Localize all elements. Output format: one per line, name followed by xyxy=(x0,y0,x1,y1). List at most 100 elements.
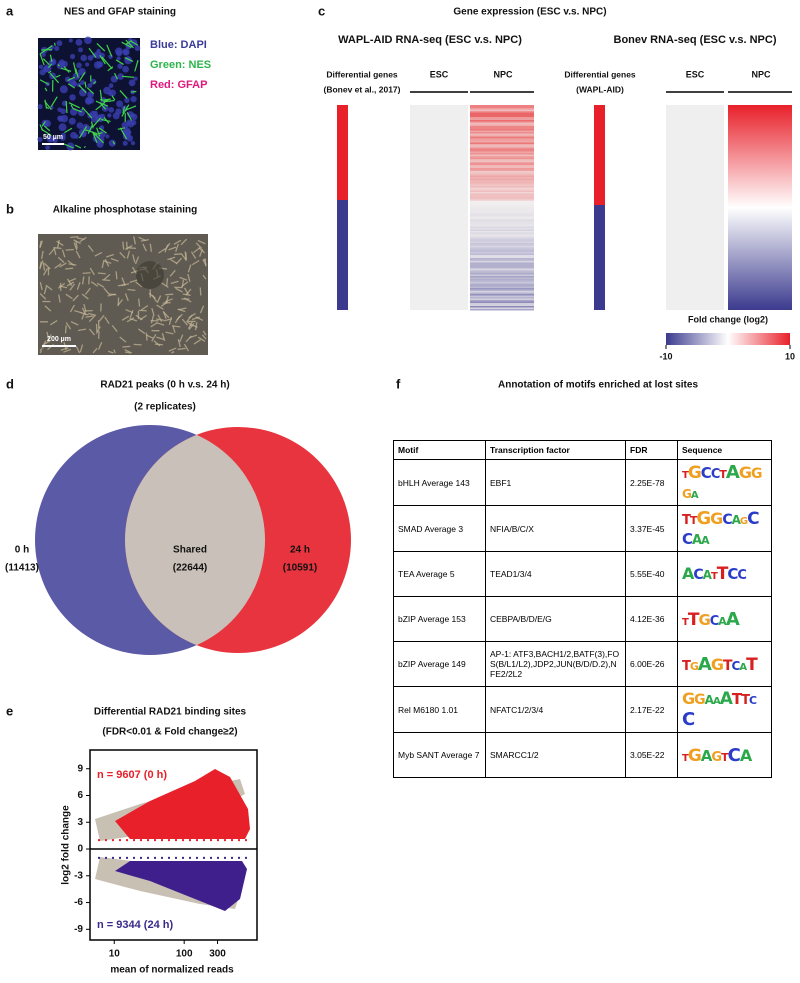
nucleus xyxy=(87,83,93,88)
heatmap-row xyxy=(470,178,534,180)
venn-label: 0 h xyxy=(15,545,29,556)
fiber xyxy=(47,63,53,69)
cell xyxy=(70,321,79,326)
colorbar-tick-label: 10 xyxy=(785,351,795,361)
fiber xyxy=(96,127,101,137)
sequence-logo: ACATTCC xyxy=(682,564,747,584)
cell xyxy=(172,325,181,328)
nucleus xyxy=(130,141,136,146)
fiber xyxy=(41,128,52,137)
cell xyxy=(150,315,155,324)
nucleus xyxy=(60,108,66,115)
cell xyxy=(131,266,138,275)
heatmap-row xyxy=(470,180,534,182)
fiber xyxy=(99,89,103,102)
heatmap-row xyxy=(470,229,534,231)
heatmap-row xyxy=(470,273,534,275)
cell xyxy=(39,347,43,352)
cell xyxy=(180,238,188,246)
nucleus xyxy=(59,85,68,94)
cell xyxy=(177,308,186,313)
cell xyxy=(96,282,105,288)
cell xyxy=(169,258,178,264)
cell xyxy=(113,349,116,354)
heatmap-row xyxy=(470,277,534,279)
fiber xyxy=(122,75,135,78)
cell xyxy=(98,314,105,322)
header-cell: Transcription factor xyxy=(485,440,626,460)
cell xyxy=(42,268,48,276)
gene-group-bar xyxy=(594,205,605,310)
fiber xyxy=(63,66,70,73)
heatmap-row xyxy=(470,238,534,240)
heatmap-row xyxy=(470,220,534,222)
heatmap-row xyxy=(470,285,534,287)
cell xyxy=(92,347,98,354)
nucleus xyxy=(48,59,56,66)
table-cell: 4.12E-36 xyxy=(625,596,678,642)
sequence-logo: TGCCTAGGGA xyxy=(682,462,762,501)
table-cell: 3.05E-22 xyxy=(625,732,678,778)
cell xyxy=(142,243,147,252)
cell xyxy=(169,269,176,277)
nucleus xyxy=(68,117,76,125)
fiber xyxy=(72,107,82,113)
cell xyxy=(69,304,75,313)
cell xyxy=(122,345,131,348)
cell xyxy=(138,236,147,242)
points-up xyxy=(115,769,250,840)
heatmap-row xyxy=(470,231,534,233)
heatmap-row xyxy=(470,138,534,140)
nucleus xyxy=(54,45,60,51)
cell xyxy=(119,251,126,259)
nucleus xyxy=(78,47,83,53)
fiber xyxy=(96,43,106,52)
plot-frame xyxy=(89,749,258,941)
venn-label: Shared xyxy=(173,545,207,556)
cell xyxy=(102,279,111,282)
cell xyxy=(67,260,75,266)
fiber xyxy=(134,60,139,72)
nucleus xyxy=(76,122,84,129)
fiber xyxy=(67,83,75,89)
fiber xyxy=(41,121,46,127)
nucleus xyxy=(128,79,136,87)
table-cell: bZIP Average 153 xyxy=(393,596,486,642)
heatmap-row xyxy=(470,163,534,165)
cell xyxy=(63,348,72,353)
cell xyxy=(193,339,202,345)
x-axis-label: mean of normalized reads xyxy=(110,965,234,976)
fiber xyxy=(64,127,73,134)
heatmap-row xyxy=(470,297,534,299)
fiber xyxy=(104,98,111,101)
heatmap-row xyxy=(470,127,534,129)
fiber xyxy=(87,124,94,134)
cell xyxy=(202,274,207,280)
table-cell: ACATTCC xyxy=(677,551,772,597)
sequence-logo: GGAAATTCC xyxy=(682,689,757,730)
heatmap-row xyxy=(470,123,534,125)
fiber xyxy=(78,71,86,82)
cell xyxy=(127,288,136,292)
cell xyxy=(65,322,72,330)
nucleus xyxy=(80,80,85,86)
heatmap-row xyxy=(470,307,534,309)
heatmap-row xyxy=(470,109,534,111)
fiber xyxy=(68,102,80,109)
fiber xyxy=(130,40,139,46)
header-cell: Motif xyxy=(393,440,486,460)
cell xyxy=(56,240,64,247)
cell xyxy=(87,244,94,253)
nucleus xyxy=(92,110,98,116)
nucleus xyxy=(41,52,46,57)
nucleus xyxy=(80,54,88,62)
legend-entry: Green: NES xyxy=(150,59,211,71)
fiber xyxy=(67,76,75,82)
heatmap-row xyxy=(470,225,534,227)
table-cell: Myb SANT Average 7 xyxy=(393,732,486,778)
heatmap-row xyxy=(470,177,534,179)
cell xyxy=(66,281,75,287)
cell xyxy=(126,250,131,259)
nucleus xyxy=(108,83,114,89)
cell xyxy=(42,340,51,346)
